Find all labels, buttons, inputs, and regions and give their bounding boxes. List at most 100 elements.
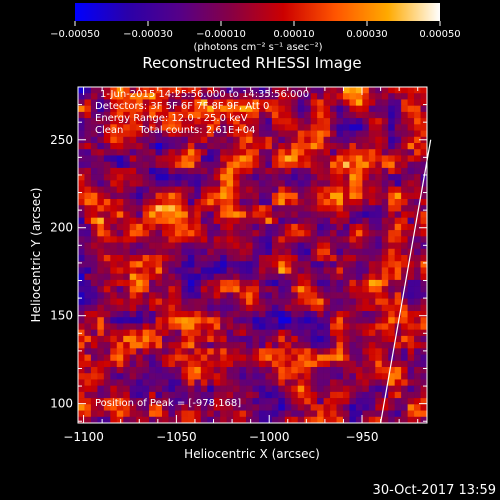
heatmap-cell xyxy=(213,99,221,106)
heatmap-cell xyxy=(342,223,350,231)
heatmap-cell xyxy=(304,248,311,256)
heatmap-cell xyxy=(375,111,383,119)
heatmap-cell xyxy=(252,149,260,156)
heatmap-cell xyxy=(401,360,408,368)
heatmap-cell xyxy=(349,143,357,150)
heatmap-cell xyxy=(310,416,318,423)
heatmap-cell xyxy=(226,161,234,169)
heatmap-cell xyxy=(220,105,227,113)
heatmap-cell xyxy=(381,360,389,368)
heatmap-cell xyxy=(84,354,92,362)
heatmap-cell xyxy=(194,130,202,138)
heatmap-cell xyxy=(142,354,150,362)
heatmap-cell xyxy=(414,199,421,206)
heatmap-cell xyxy=(336,261,344,268)
heatmap-cell xyxy=(110,323,118,330)
heatmap-cell xyxy=(246,261,253,268)
heatmap-cell xyxy=(414,136,421,144)
heatmap-cell xyxy=(271,279,279,287)
heatmap-cell xyxy=(258,261,266,268)
heatmap-cell xyxy=(181,186,189,194)
heatmap-cell xyxy=(368,335,376,343)
heatmap-cell xyxy=(394,329,402,337)
heatmap-cell xyxy=(97,124,105,131)
heatmap-cell xyxy=(200,391,208,399)
heatmap-cell xyxy=(200,180,208,187)
heatmap-cell xyxy=(239,236,247,243)
heatmap-cell xyxy=(394,192,402,200)
heatmap-cell xyxy=(90,416,98,423)
heatmap-cell xyxy=(142,236,150,243)
heatmap-cell xyxy=(149,167,156,175)
heatmap-cell xyxy=(278,255,286,262)
heatmap-cell xyxy=(284,404,292,411)
heatmap-cell xyxy=(123,354,130,362)
heatmap-cell xyxy=(129,111,137,119)
heatmap-cell xyxy=(78,167,85,175)
heatmap-cell xyxy=(388,335,395,343)
heatmap-cell xyxy=(349,373,357,380)
heatmap-cell xyxy=(362,211,370,218)
heatmap-cell xyxy=(401,130,408,138)
heatmap-cell xyxy=(368,404,376,411)
heatmap-cell xyxy=(78,205,85,212)
heatmap-cell xyxy=(174,273,182,281)
heatmap-cell xyxy=(330,367,337,374)
heatmap-cell xyxy=(174,360,182,368)
heatmap-cell xyxy=(116,118,124,125)
heatmap-cell xyxy=(97,174,105,181)
heatmap-cell xyxy=(258,248,266,256)
heatmap-cell xyxy=(278,174,286,181)
heatmap-cell xyxy=(323,199,331,206)
heatmap-cell xyxy=(401,93,408,100)
heatmap-cell xyxy=(246,367,253,374)
heatmap-cell xyxy=(336,174,344,181)
heatmap-cell xyxy=(304,323,311,330)
heatmap-cell xyxy=(388,391,395,399)
heatmap-cell xyxy=(129,87,137,94)
heatmap-cell xyxy=(323,379,331,386)
heatmap-cell xyxy=(110,404,118,411)
heatmap-cell xyxy=(200,167,208,175)
heatmap-cell xyxy=(362,130,370,138)
heatmap-cell xyxy=(187,192,195,200)
heatmap-cell xyxy=(407,410,415,418)
heatmap-cell xyxy=(239,255,247,262)
heatmap-cell xyxy=(78,367,85,374)
annotation-time-range: 1-Jun-2015 14:25:56.000 to 14:35:56.000 xyxy=(100,89,309,100)
heatmap-cell xyxy=(420,248,427,256)
heatmap-cell xyxy=(233,404,240,411)
heatmap-cell xyxy=(233,323,240,330)
heatmap-cell xyxy=(207,93,215,100)
heatmap-cell xyxy=(110,217,118,225)
heatmap-cell xyxy=(381,230,389,237)
heatmap-cell xyxy=(123,398,130,405)
heatmap-cell xyxy=(252,391,260,399)
heatmap-cell xyxy=(278,242,286,250)
heatmap-cell xyxy=(84,174,92,181)
x-axis-label: Heliocentric X (arcsec) xyxy=(184,447,320,461)
heatmap-cell xyxy=(110,348,118,355)
heatmap-cell xyxy=(233,367,240,374)
heatmap-cell xyxy=(258,292,266,299)
heatmap-cell xyxy=(207,217,215,225)
heatmap-cell xyxy=(420,385,427,393)
heatmap-cell xyxy=(336,304,344,312)
heatmap-cell xyxy=(116,292,124,299)
heatmap-cell xyxy=(401,273,408,281)
heatmap-cell xyxy=(123,292,130,299)
heatmap-cell xyxy=(323,298,331,306)
heatmap-cell xyxy=(239,118,247,125)
heatmap-cell xyxy=(174,124,182,131)
heatmap-cell xyxy=(342,118,350,125)
heatmap-cell xyxy=(420,124,427,131)
heatmap-cell xyxy=(342,286,350,293)
heatmap-cell xyxy=(233,149,240,156)
heatmap-cell xyxy=(394,385,402,393)
heatmap-cell xyxy=(414,99,421,106)
heatmap-cell xyxy=(149,124,156,131)
heatmap-cell xyxy=(349,130,357,138)
heatmap-cell xyxy=(194,136,202,144)
heatmap-cell xyxy=(207,273,215,281)
heatmap-cell xyxy=(168,404,176,411)
